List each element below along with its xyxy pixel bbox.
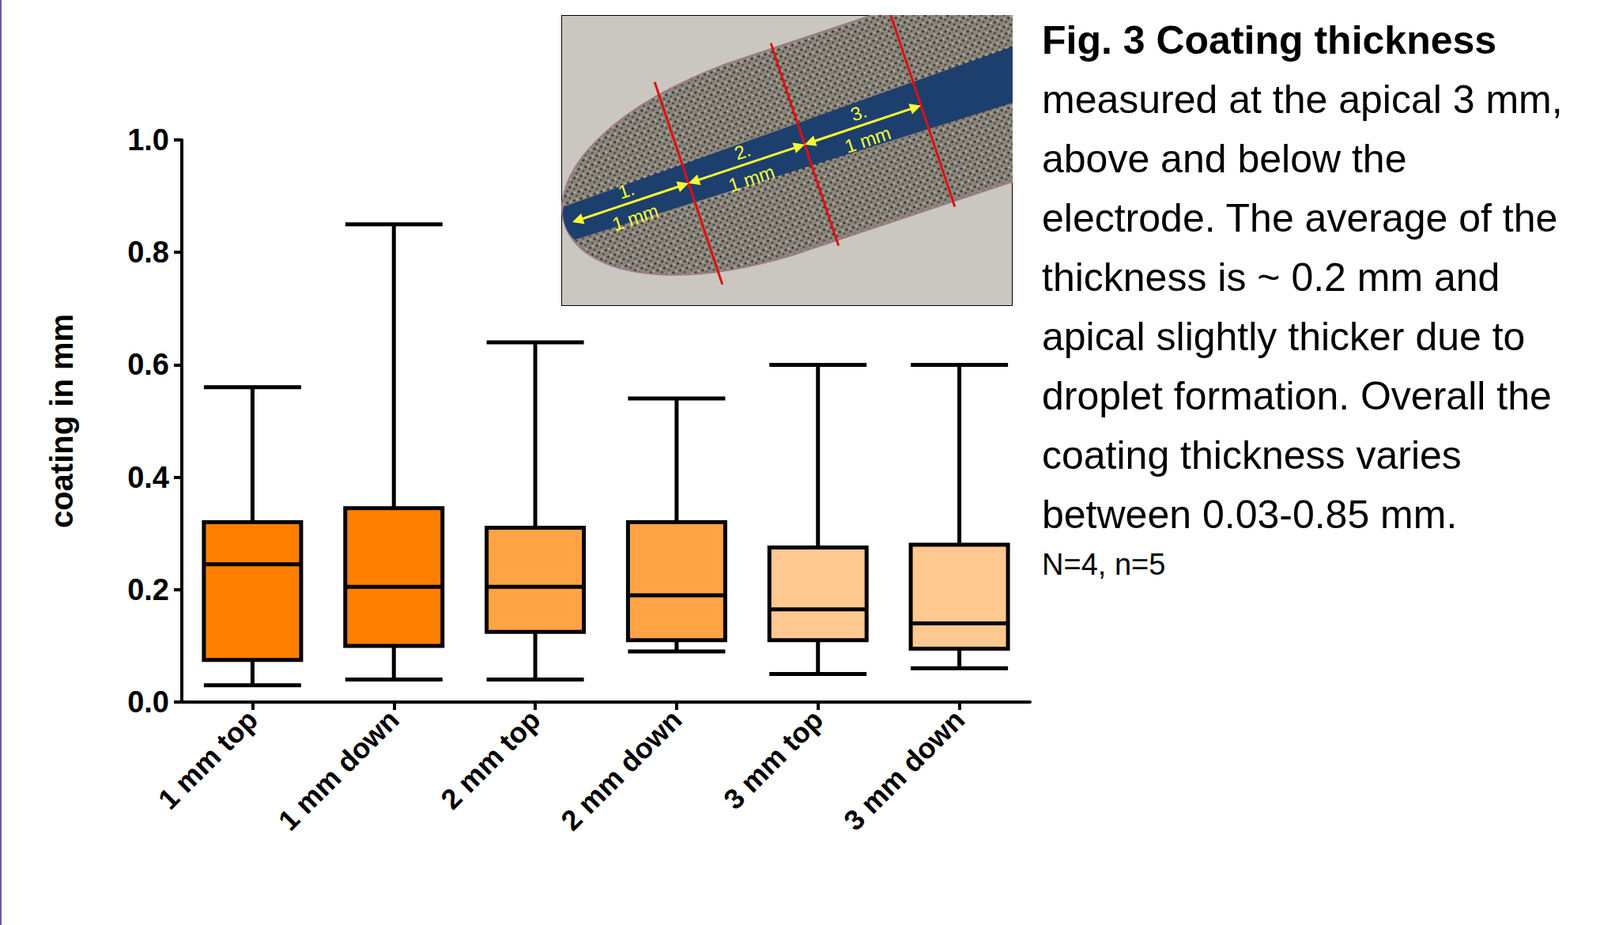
svg-text:0.8: 0.8 <box>127 235 170 269</box>
svg-text:0.4: 0.4 <box>127 460 170 495</box>
svg-text:0.2: 0.2 <box>127 573 170 607</box>
svg-text:1 mm down: 1 mm down <box>271 703 406 838</box>
svg-text:3.: 3. <box>847 99 870 125</box>
svg-text:2.: 2. <box>731 139 754 165</box>
svg-text:2 mm down: 2 mm down <box>554 703 688 838</box>
svg-text:0.0: 0.0 <box>127 685 170 719</box>
html-text:measured at the apical 3 mm, a: measured at the apical 3 mm, above and b… <box>1041 77 1563 537</box>
svg-text:0.6: 0.6 <box>127 347 170 382</box>
html-text:N=4, n=5: N=4, n=5 <box>1041 547 1166 582</box>
svg-text:1 mm: 1 mm <box>841 121 894 158</box>
svg-text:3 mm top: 3 mm top <box>716 703 830 816</box>
svg-text:1 mm top: 1 mm top <box>151 703 265 816</box>
svg-text:1.: 1. <box>615 177 638 204</box>
svg-text:3 mm down: 3 mm down <box>837 703 971 838</box>
html-text:Fig. 3 Coating thickness: Fig. 3 Coating thickness <box>1041 18 1497 63</box>
svg-text:coating in mm: coating in mm <box>44 313 80 529</box>
svg-text:2 mm top: 2 mm top <box>433 703 547 816</box>
svg-text:1.0: 1.0 <box>127 123 170 157</box>
svg-text:1 mm: 1 mm <box>609 200 661 236</box>
svg-text:1 mm: 1 mm <box>725 160 778 197</box>
